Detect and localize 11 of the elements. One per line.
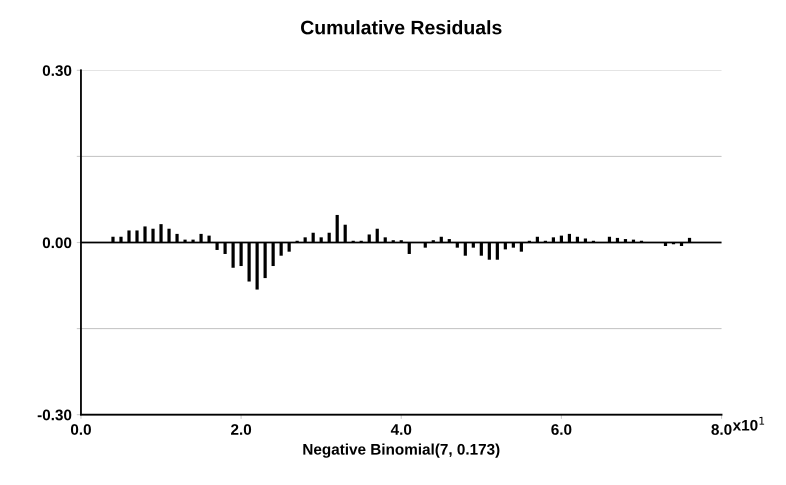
x-tick-label: 6.0 bbox=[551, 424, 572, 435]
x-tick-label: 2.0 bbox=[231, 424, 252, 435]
y-tick-label: -0.30 bbox=[38, 410, 72, 420]
x-axis-title: Negative Binomial(7, 0.173) bbox=[303, 444, 500, 458]
chart-title: Cumulative Residuals bbox=[301, 20, 502, 34]
x-tick-label: 4.0 bbox=[390, 424, 412, 435]
text: x10$^{1}$ bbox=[732, 416, 764, 431]
y-tick-label: 0.30 bbox=[42, 65, 72, 76]
y-tick-label: 0.00 bbox=[42, 237, 72, 248]
x-tick-label: 0.0 bbox=[70, 424, 91, 435]
x-tick-label: 8.0 bbox=[711, 424, 732, 435]
